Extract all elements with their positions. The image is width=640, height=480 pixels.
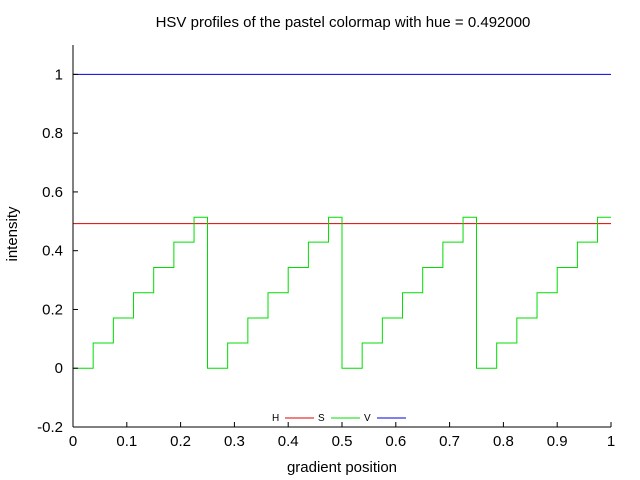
y-tick-label: 0.8	[42, 125, 63, 142]
x-axis-label: gradient position	[287, 459, 397, 476]
x-tick-label: 0.6	[385, 433, 406, 450]
legend-label-s: S	[318, 413, 325, 424]
x-tick-label: 0.5	[332, 433, 353, 450]
x-tick-label: 0.8	[493, 433, 514, 450]
x-tick-label: 0.9	[547, 433, 568, 450]
y-tick-label: 0.2	[42, 301, 63, 318]
chart-title: HSV profiles of the pastel colormap with…	[156, 14, 531, 31]
x-tick-label: 0.4	[278, 433, 299, 450]
y-axis-label: intensity	[4, 206, 21, 262]
y-tick-label: 0.4	[42, 243, 63, 260]
y-tick-label: -0.2	[37, 419, 63, 436]
x-tick-label: 1	[607, 433, 615, 450]
x-tick-label: 0.3	[224, 433, 245, 450]
series-layer	[73, 73, 611, 369]
x-tick-label: 0	[69, 433, 77, 450]
ticks-layer: 0 0.1 0.2 0.3 0.4 0.5 0.6 0.7 0.8 0.9 1 -0.2 0 0.2 0.4…	[37, 66, 615, 450]
series-line-s	[73, 216, 611, 369]
y-tick-label: 0	[55, 360, 63, 377]
legend-label-h: H	[272, 413, 279, 424]
x-tick-label: 0.1	[116, 433, 137, 450]
x-tick-label: 0.7	[439, 433, 460, 450]
legend-label-v: V	[364, 413, 371, 424]
y-tick-label: 1	[55, 66, 63, 83]
y-tick-label: 0.6	[42, 184, 63, 201]
x-tick-label: 0.2	[170, 433, 191, 450]
